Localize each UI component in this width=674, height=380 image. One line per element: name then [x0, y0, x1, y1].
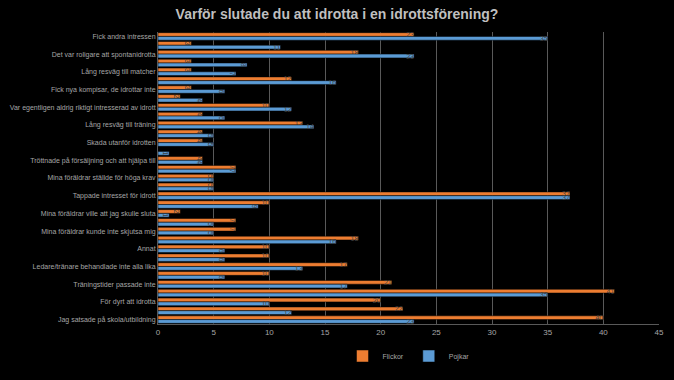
svg-text:14: 14 — [306, 123, 314, 130]
svg-text:Flickor: Flickor — [383, 353, 404, 360]
svg-text:2: 2 — [173, 210, 180, 214]
svg-text:17: 17 — [339, 283, 347, 290]
svg-text:Det var roligare att spontanid: Det var roligare att spontanidrotta — [52, 51, 156, 59]
svg-text:1: 1 — [162, 213, 169, 217]
svg-text:9: 9 — [251, 204, 258, 208]
svg-text:40: 40 — [595, 314, 603, 321]
svg-text:12: 12 — [284, 75, 292, 82]
svg-text:23: 23 — [406, 31, 414, 38]
svg-text:10: 10 — [261, 270, 269, 277]
svg-text:4: 4 — [196, 130, 203, 134]
svg-text:16: 16 — [328, 238, 336, 245]
svg-text:35: 35 — [540, 35, 548, 42]
svg-text:Tappade intresset för idrott: Tappade intresset för idrott — [73, 192, 156, 200]
svg-text:10: 10 — [261, 252, 269, 259]
svg-text:5: 5 — [207, 231, 214, 235]
svg-text:7: 7 — [229, 72, 236, 76]
svg-text:3: 3 — [184, 41, 191, 45]
svg-text:Jag satsade på skola/utbildnin: Jag satsade på skola/utbildning — [58, 316, 156, 324]
svg-text:3: 3 — [184, 68, 191, 72]
svg-text:4: 4 — [196, 98, 203, 102]
svg-text:13: 13 — [295, 120, 303, 127]
svg-text:Varför slutade du att idrotta: Varför slutade du att idrotta i en idrot… — [176, 6, 499, 22]
svg-text:0: 0 — [156, 328, 161, 337]
svg-text:Skada utanför idrotten: Skada utanför idrotten — [87, 139, 156, 146]
svg-text:3: 3 — [184, 59, 191, 63]
svg-text:25: 25 — [432, 328, 441, 337]
svg-text:20: 20 — [376, 328, 385, 337]
svg-text:6: 6 — [218, 116, 225, 120]
svg-text:18: 18 — [351, 235, 359, 242]
svg-text:16: 16 — [328, 79, 336, 86]
svg-text:8: 8 — [240, 63, 247, 67]
svg-text:40: 40 — [599, 328, 608, 337]
svg-text:41: 41 — [607, 288, 615, 295]
svg-text:Tröttnade på försäljning och a: Tröttnade på försäljning och att hjälpa … — [30, 157, 156, 165]
svg-text:11: 11 — [273, 44, 280, 51]
svg-text:2: 2 — [173, 94, 180, 98]
svg-text:5: 5 — [207, 222, 214, 226]
svg-text:10: 10 — [261, 102, 269, 109]
svg-text:10: 10 — [261, 300, 269, 307]
svg-text:5: 5 — [207, 134, 214, 138]
svg-text:4: 4 — [196, 156, 203, 160]
svg-text:17: 17 — [339, 261, 347, 268]
svg-text:23: 23 — [406, 318, 414, 325]
svg-text:35: 35 — [540, 291, 548, 298]
svg-text:7: 7 — [229, 165, 236, 169]
svg-text:5: 5 — [207, 187, 214, 191]
svg-text:Mina föräldrar ställde för hög: Mina föräldrar ställde för höga krav — [47, 174, 156, 182]
svg-text:Mina föräldrar ville att jag s: Mina föräldrar ville att jag skulle slut… — [41, 210, 156, 218]
svg-text:5: 5 — [211, 328, 216, 337]
svg-text:5: 5 — [207, 142, 214, 146]
svg-text:10: 10 — [265, 328, 274, 337]
svg-text:23: 23 — [406, 53, 414, 60]
svg-text:Var egentligen aldrig riktigt: Var egentligen aldrig riktigt intressera… — [10, 104, 156, 112]
svg-text:37: 37 — [562, 190, 570, 197]
svg-text:35: 35 — [543, 328, 552, 337]
svg-text:7: 7 — [229, 169, 236, 173]
svg-text:7: 7 — [229, 227, 236, 231]
svg-text:Mina föräldrar kunde inte skju: Mina föräldrar kunde inte skjutsa mig — [41, 228, 155, 236]
svg-text:Ledare/tränare behandlade inte: Ledare/tränare behandlade inte alla lika — [33, 263, 156, 270]
svg-text:Pojkar: Pojkar — [449, 353, 470, 361]
svg-text:4: 4 — [196, 139, 203, 143]
svg-text:3: 3 — [184, 86, 191, 90]
svg-text:6: 6 — [218, 249, 225, 253]
svg-text:12: 12 — [284, 106, 292, 113]
svg-text:15: 15 — [321, 328, 330, 337]
svg-text:6: 6 — [218, 258, 225, 262]
svg-text:Fick nya kompisar, de idrottar: Fick nya kompisar, de idrottar inte — [51, 86, 156, 94]
svg-text:18: 18 — [351, 49, 359, 56]
svg-text:6: 6 — [218, 89, 225, 93]
svg-text:1: 1 — [162, 151, 169, 155]
svg-text:Lång resväg till träning: Lång resväg till träning — [85, 121, 156, 129]
svg-text:10: 10 — [261, 199, 269, 206]
svg-text:10: 10 — [261, 243, 269, 250]
svg-text:13: 13 — [295, 265, 303, 272]
svg-text:Lång resväg till matcher: Lång resväg till matcher — [81, 68, 156, 76]
svg-text:30: 30 — [488, 328, 497, 337]
svg-text:4: 4 — [196, 160, 203, 164]
svg-text:22: 22 — [395, 305, 403, 312]
svg-text:5: 5 — [207, 178, 214, 182]
svg-text:För dyrt att idrotta: För dyrt att idrotta — [100, 298, 155, 306]
svg-text:7: 7 — [229, 218, 236, 222]
svg-text:21: 21 — [384, 279, 392, 286]
svg-text:6: 6 — [218, 275, 225, 279]
svg-text:4: 4 — [196, 112, 203, 116]
svg-text:5: 5 — [207, 174, 214, 178]
svg-text:Fick andra intressen: Fick andra intressen — [93, 33, 156, 40]
svg-text:45: 45 — [655, 328, 664, 337]
svg-text:Annat: Annat — [137, 245, 155, 252]
svg-text:20: 20 — [373, 297, 381, 304]
svg-text:12: 12 — [284, 309, 292, 316]
svg-text:37: 37 — [562, 194, 570, 201]
svg-text:5: 5 — [207, 183, 214, 187]
svg-text:Träningstider passade inte: Träningstider passade inte — [73, 281, 155, 289]
